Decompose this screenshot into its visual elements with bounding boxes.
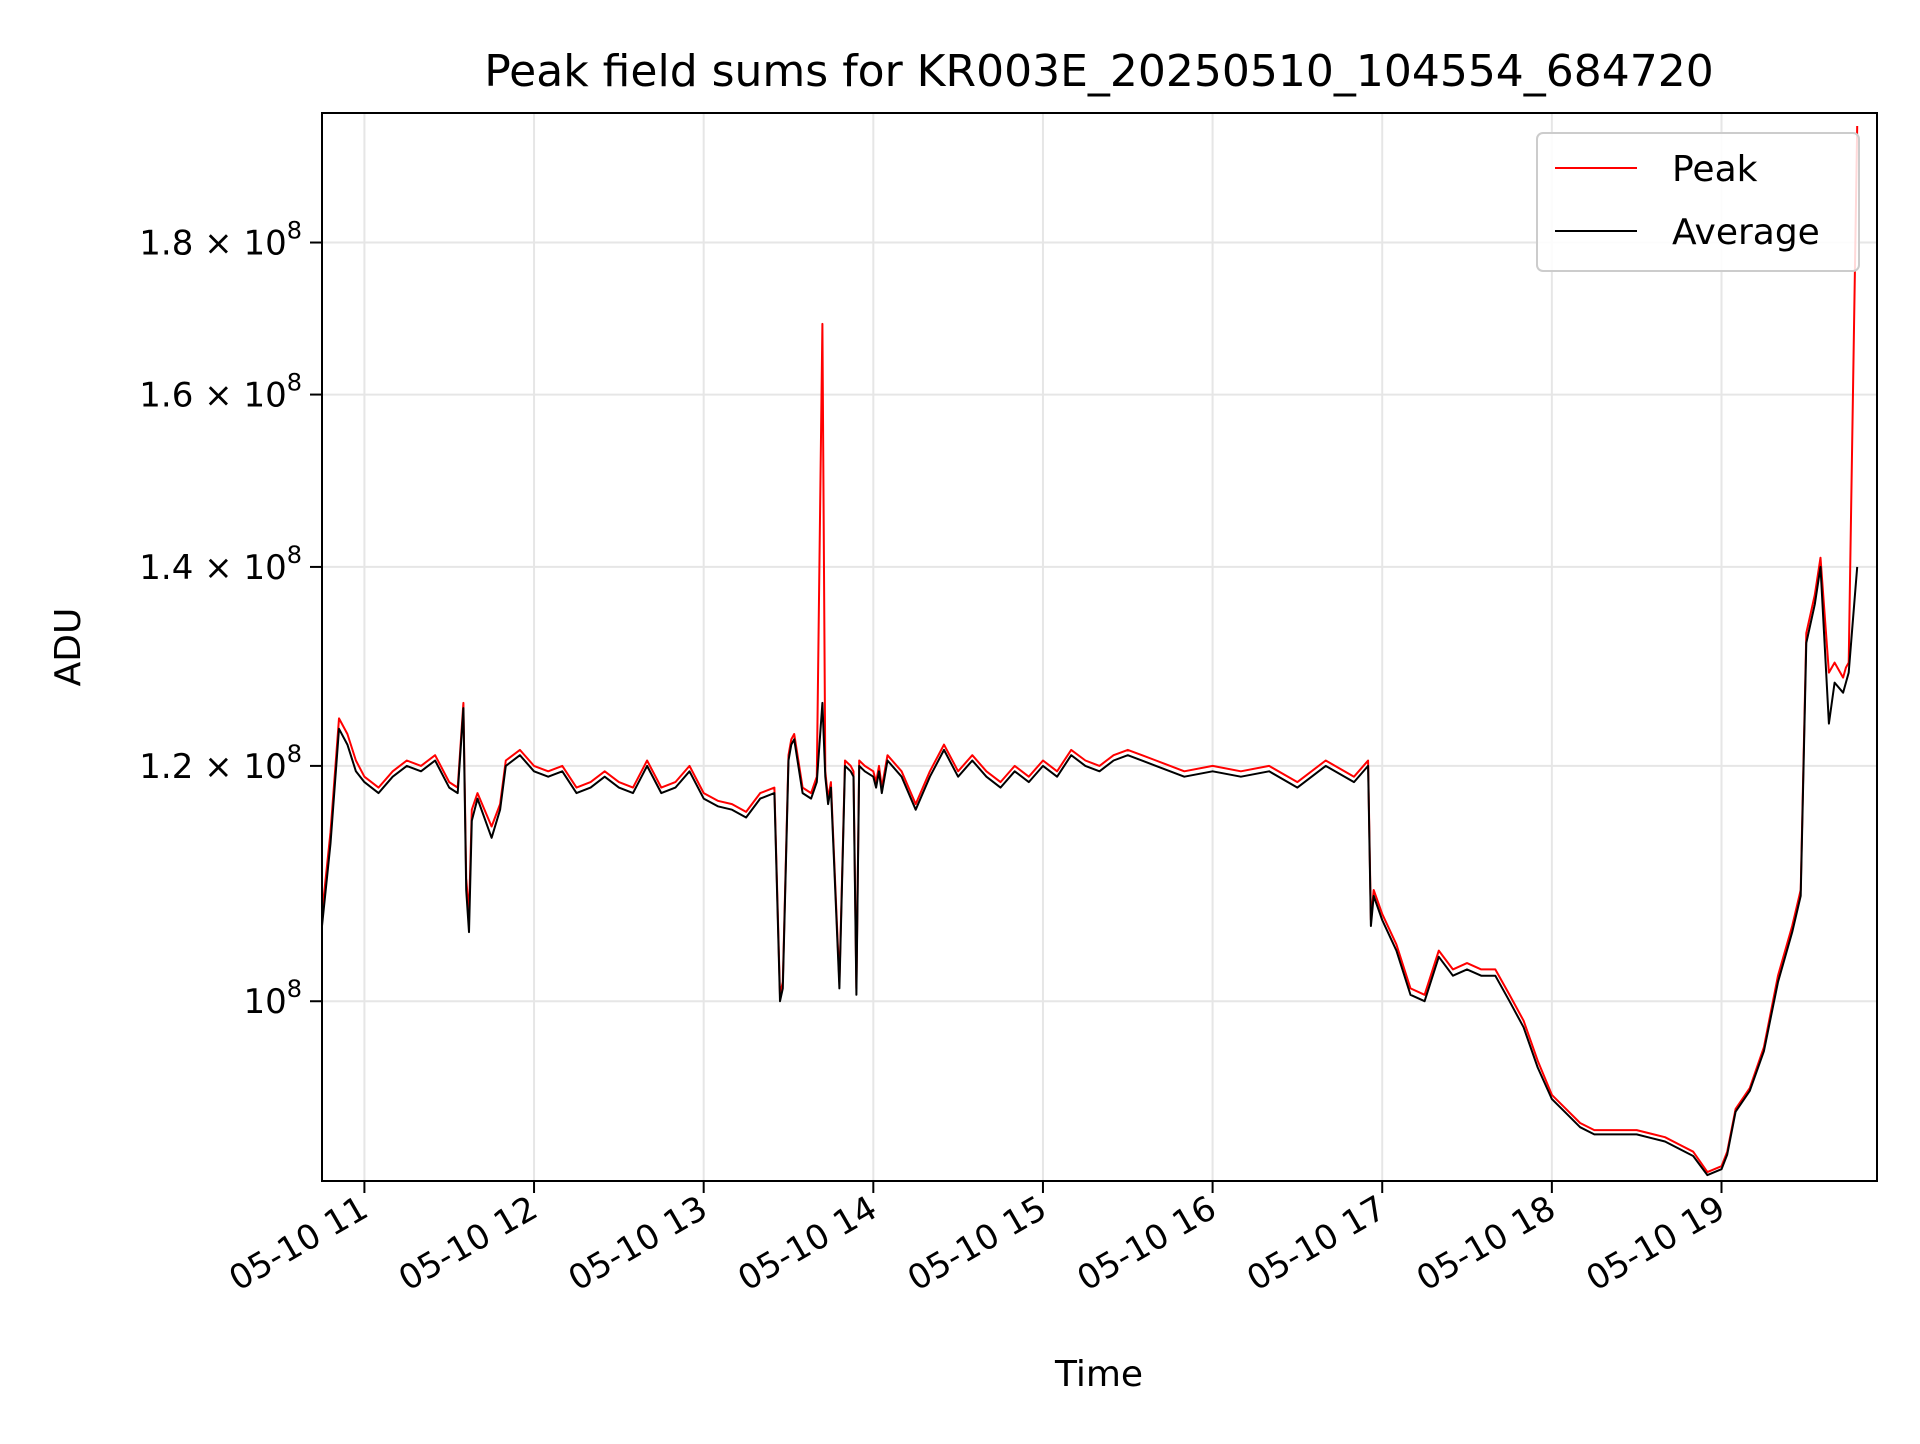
x-tick-label: 05-10 13	[562, 1188, 714, 1299]
y-tick-text: ×	[193, 224, 243, 264]
x-tick-label: 05-10 16	[1071, 1188, 1223, 1299]
y-tick-label: 108	[243, 975, 302, 1022]
y-tick-label: 1.6 × 108	[139, 369, 302, 416]
plot-frame	[321, 112, 1878, 1182]
y-tick-text: 1.2	[139, 747, 193, 787]
y-tick-text: 10	[243, 224, 286, 264]
x-tick-label: 05-10 17	[1240, 1188, 1392, 1299]
y-tick-text: 10	[243, 548, 286, 588]
y-tick-label: 1.2 × 108	[139, 740, 302, 787]
legend: Peak Average	[1536, 132, 1860, 272]
x-tick-label: 05-10 14	[731, 1188, 883, 1299]
y-tick-text: 1.4	[139, 548, 193, 588]
series-layer	[321, 125, 1859, 1177]
y-tick-text: 1.6	[139, 376, 193, 416]
y-tick-text: 10	[243, 747, 286, 787]
y-tick-text: 10	[243, 982, 286, 1022]
y-tick-exponent: 8	[287, 369, 302, 397]
y-tick-text: 10	[243, 376, 286, 416]
series-line-average	[321, 565, 1859, 1177]
x-tick-label: 05-10 15	[901, 1188, 1053, 1299]
y-tick-label: 1.4 × 108	[139, 541, 302, 588]
y-tick-text: ×	[193, 376, 243, 416]
y-tick-exponent: 8	[287, 975, 302, 1003]
grid	[322, 113, 1877, 1181]
y-axis-label: ADU	[48, 608, 89, 687]
legend-label-peak: Peak	[1672, 149, 1758, 190]
y-tick-text: ×	[193, 747, 243, 787]
series-line-peak	[321, 125, 1859, 1174]
x-tick-label: 05-10 18	[1410, 1188, 1562, 1299]
x-tick-label: 05-10 11	[223, 1188, 375, 1299]
chart-title: Peak field sums for KR003E_20250510_1045…	[484, 46, 1714, 97]
x-tick-label: 05-10 19	[1580, 1188, 1732, 1299]
y-tick-text: 1.8	[139, 224, 193, 264]
y-tick-exponent: 8	[287, 541, 302, 569]
legend-label-average: Average	[1672, 212, 1820, 253]
y-tick-exponent: 8	[287, 217, 302, 245]
y-tick-text: ×	[193, 548, 243, 588]
y-tick-exponent: 8	[287, 740, 302, 768]
y-tick-label: 1.8 × 108	[139, 217, 302, 264]
x-tick-label: 05-10 12	[392, 1188, 544, 1299]
x-axis-label: Time	[1054, 1354, 1143, 1395]
x-axis-ticks: 05-10 11 05-10 12 05-10 13 05-10 14 05-10 15…	[223, 1181, 1732, 1299]
